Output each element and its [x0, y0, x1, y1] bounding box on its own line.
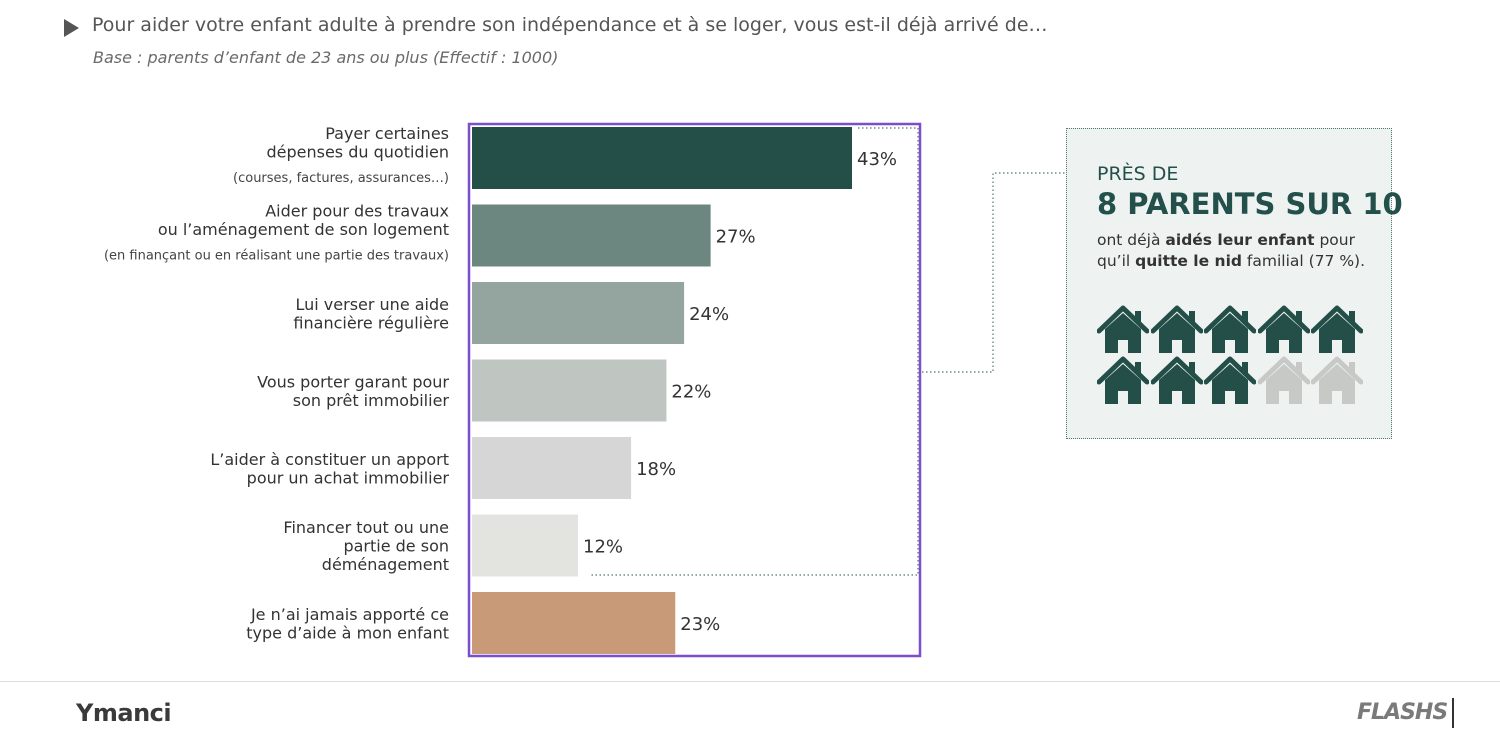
chart-subtitle: Base : parents d’enfant de 23 ans ou plu…	[93, 48, 559, 67]
house-icon	[1203, 356, 1257, 406]
category-label: Lui verser une aide	[296, 295, 450, 314]
bar	[472, 437, 632, 499]
bar	[472, 592, 676, 654]
house-icon	[1257, 356, 1310, 406]
category-label: ou l’aménagement de son logement	[158, 220, 449, 239]
bar	[472, 204, 711, 267]
callout-text-bold: quitte le nid	[1135, 252, 1242, 270]
value-label: 27%	[716, 227, 756, 248]
chart-title: Pour aider votre enfant adulte à prendre…	[92, 14, 1048, 36]
category-label: Je n’ai jamais apporté ce	[250, 605, 449, 624]
house-icon	[1096, 305, 1150, 355]
callout-headline: 8 PARENTS SUR 10	[1097, 187, 1403, 221]
category-label: Aider pour des travaux	[265, 202, 449, 221]
category-label: type d’aide à mon enfant	[246, 623, 449, 642]
group-bracket	[590, 127, 919, 576]
callout-text-part: familial (77 %).	[1241, 252, 1366, 270]
footer-separator	[1452, 698, 1454, 728]
category-label: L’aider à constituer un apport	[210, 450, 449, 469]
value-label: 18%	[636, 459, 676, 480]
house-icon	[1150, 356, 1203, 406]
bar	[472, 282, 685, 344]
value-label: 22%	[671, 382, 711, 403]
callout-connector	[922, 172, 1066, 373]
flashs-logo: FLASHS	[1357, 700, 1448, 725]
house-icon	[1310, 305, 1364, 355]
bar	[472, 127, 852, 189]
house-icon	[1203, 305, 1257, 355]
category-label: pour un achat immobilier	[247, 468, 450, 487]
house-icon	[1150, 305, 1203, 355]
house-icon	[1096, 356, 1150, 406]
value-label: 24%	[689, 304, 729, 325]
category-label: financière régulière	[293, 313, 449, 332]
category-label: déménagement	[322, 555, 449, 574]
category-label: Payer certaines	[325, 124, 449, 143]
callout-text: ont déjà aidés leur enfant pour qu’il qu…	[1097, 230, 1387, 272]
bar	[472, 359, 667, 422]
category-label: (courses, factures, assurances…)	[233, 171, 449, 186]
value-label: 23%	[680, 614, 720, 635]
callout-pre: PRÈS DE	[1097, 163, 1179, 185]
callout-text-bold: aidés leur enfant	[1165, 231, 1315, 249]
ymanci-logo: Ymanci	[76, 699, 172, 727]
highlight-frame	[467, 122, 922, 658]
category-label: dépenses du quotidien	[266, 143, 449, 162]
house-icon	[1310, 356, 1364, 406]
category-label: Vous porter garant pour	[257, 372, 449, 391]
callout-box: PRÈS DE 8 PARENTS SUR 10 ont déjà aidés …	[1066, 128, 1403, 439]
bar	[472, 514, 579, 577]
footer-divider	[0, 681, 1500, 682]
callout-text-part: pour qu’il	[1097, 231, 1355, 270]
category-label: Financer tout ou une	[283, 518, 449, 537]
callout-text-part: ont déjà	[1097, 231, 1166, 249]
value-label: 43%	[857, 149, 897, 170]
play-arrow-icon	[64, 19, 79, 37]
category-label: partie de son	[343, 537, 449, 556]
house-icon	[1257, 305, 1310, 355]
value-label: 12%	[583, 537, 623, 558]
category-label: son prêt immobilier	[293, 391, 450, 410]
category-label: (en finançant ou en réalisant une partie…	[104, 249, 449, 264]
